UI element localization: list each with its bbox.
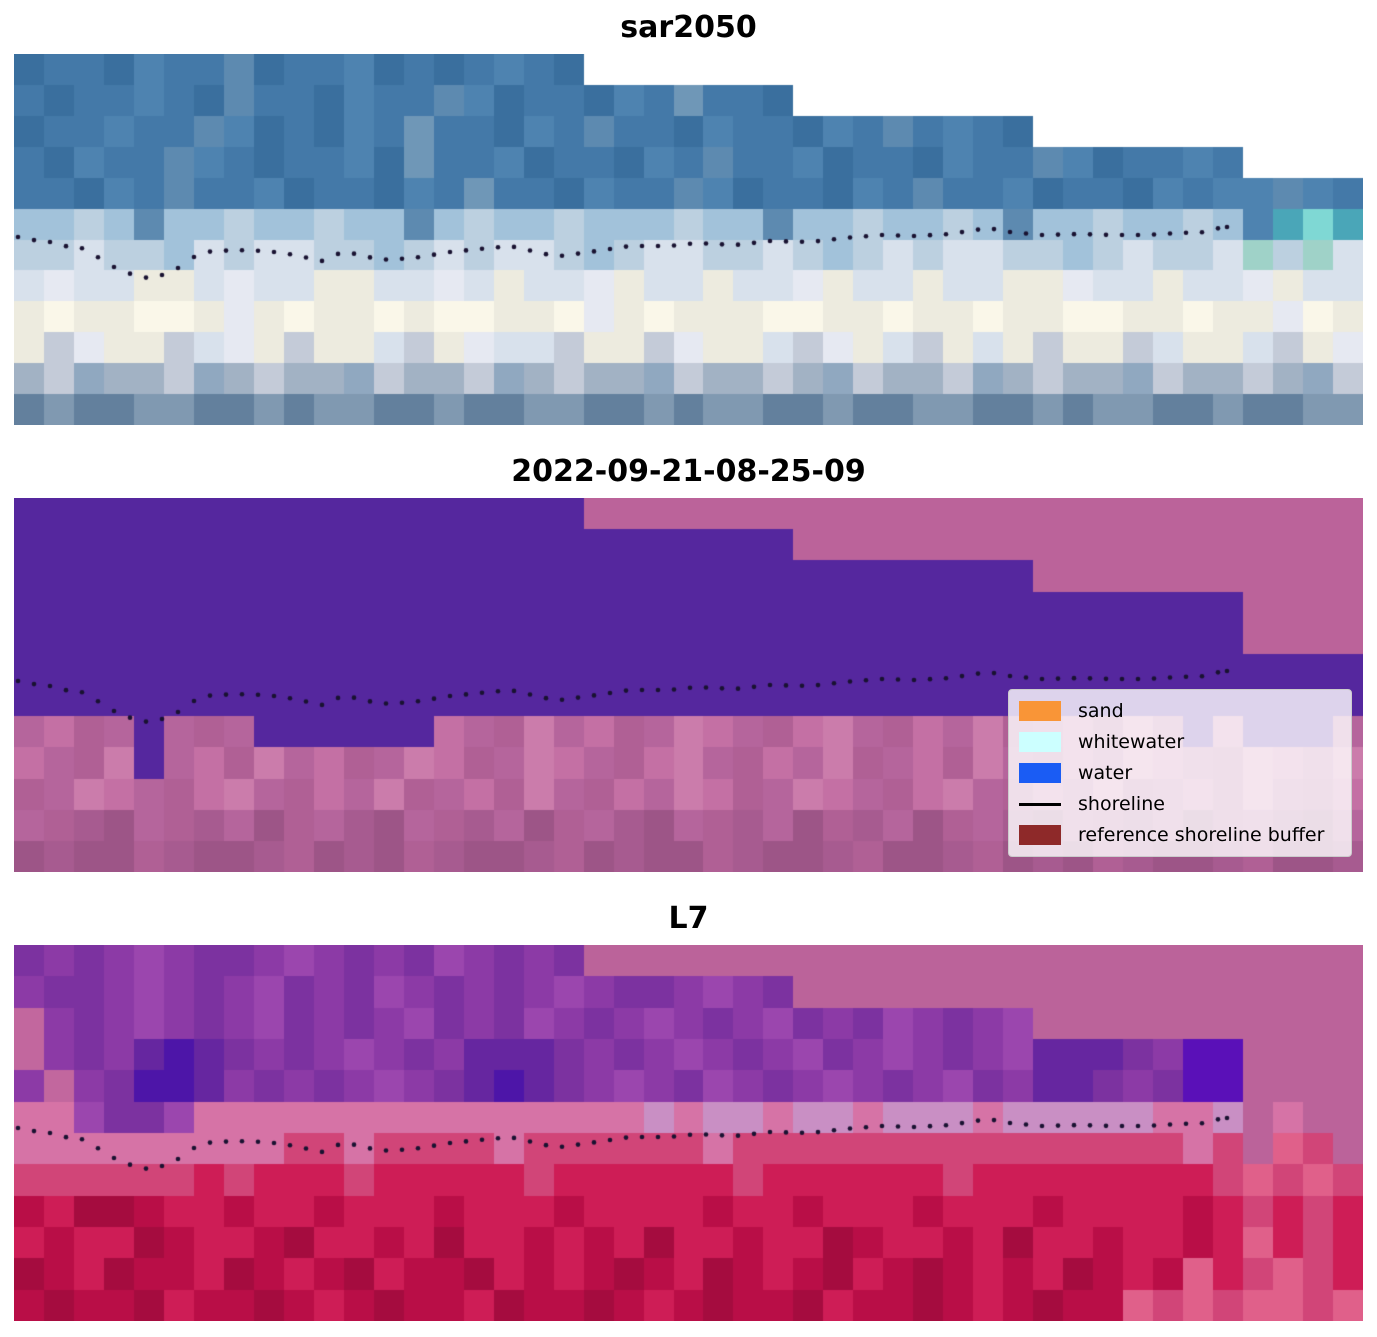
legend: sand whitewater water shoreline reference sh… — [1008, 689, 1352, 857]
panel-title-classification-date: 2022-09-21-08-25-09 — [511, 454, 866, 489]
panel-title-sar2050: sar2050 — [620, 10, 757, 45]
sar2050-image — [14, 54, 1363, 425]
legend-label: water — [1078, 762, 1133, 784]
panel-classification: sand whitewater water shoreline reference sh… — [14, 498, 1363, 872]
legend-item-reference-shoreline-buffer: reference shoreline buffer — [1019, 823, 1341, 847]
legend-item-water: water — [1019, 761, 1341, 785]
l7-image — [14, 945, 1363, 1321]
panel-sar2050 — [14, 54, 1363, 425]
legend-item-sand: sand — [1019, 699, 1341, 723]
water-color-swatch — [1019, 763, 1061, 783]
shoreline-line-swatch — [1019, 802, 1061, 806]
legend-label: whitewater — [1078, 731, 1185, 753]
legend-label: reference shoreline buffer — [1078, 824, 1325, 846]
whitewater-color-swatch — [1019, 732, 1061, 752]
legend-item-whitewater: whitewater — [1019, 730, 1341, 754]
reference-shoreline-buffer-color-swatch — [1019, 825, 1061, 845]
legend-item-shoreline: shoreline — [1019, 792, 1341, 816]
panel-title-l7: L7 — [668, 901, 709, 936]
legend-label: sand — [1078, 700, 1124, 722]
panel-l7 — [14, 945, 1363, 1321]
sand-color-swatch — [1019, 701, 1061, 721]
legend-label: shoreline — [1078, 793, 1165, 815]
